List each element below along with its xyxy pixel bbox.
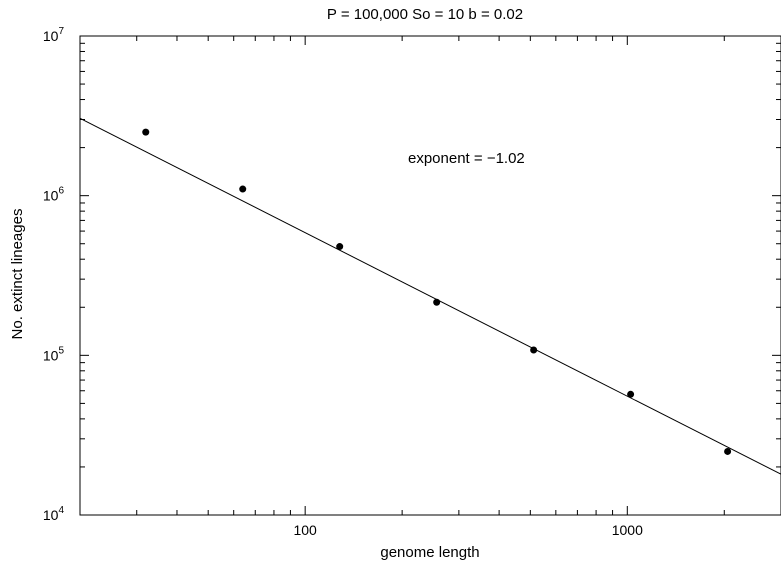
x-axis-ticks: 100 1000 — [79, 36, 781, 538]
data-points — [142, 128, 732, 455]
exponent-annotation: exponent = −1.02 — [408, 150, 525, 167]
data-point — [530, 346, 538, 354]
y-tick-label: 105 — [43, 345, 65, 363]
x-tick-label: 1000 — [612, 522, 643, 538]
y-axis-label: No. extinct lineages — [9, 209, 26, 340]
y-tick-label: 106 — [43, 186, 65, 204]
data-point — [239, 185, 247, 193]
y-axis-ticks: 104 105 106 107 — [43, 26, 781, 523]
chart-title: P = 100,000 So = 10 b = 0.02 — [327, 6, 523, 23]
x-axis-label: genome length — [380, 544, 479, 561]
y-tick-label: 104 — [43, 505, 65, 523]
data-point — [724, 447, 732, 455]
data-point — [627, 390, 635, 398]
data-point — [142, 128, 150, 136]
y-tick-label: 107 — [43, 26, 65, 44]
fit-line — [79, 117, 781, 475]
x-tick-label: 100 — [293, 522, 317, 538]
plot-frame — [79, 35, 781, 516]
data-point — [433, 298, 441, 306]
data-point — [336, 243, 344, 251]
